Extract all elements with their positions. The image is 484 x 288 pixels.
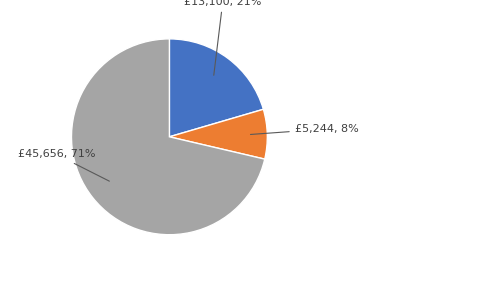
Wedge shape	[169, 109, 267, 159]
Text: £13,100, 21%: £13,100, 21%	[184, 0, 261, 75]
Wedge shape	[72, 39, 265, 235]
Text: £5,244, 8%: £5,244, 8%	[251, 124, 359, 134]
Text: £45,656, 71%: £45,656, 71%	[17, 149, 109, 181]
Wedge shape	[169, 39, 263, 137]
